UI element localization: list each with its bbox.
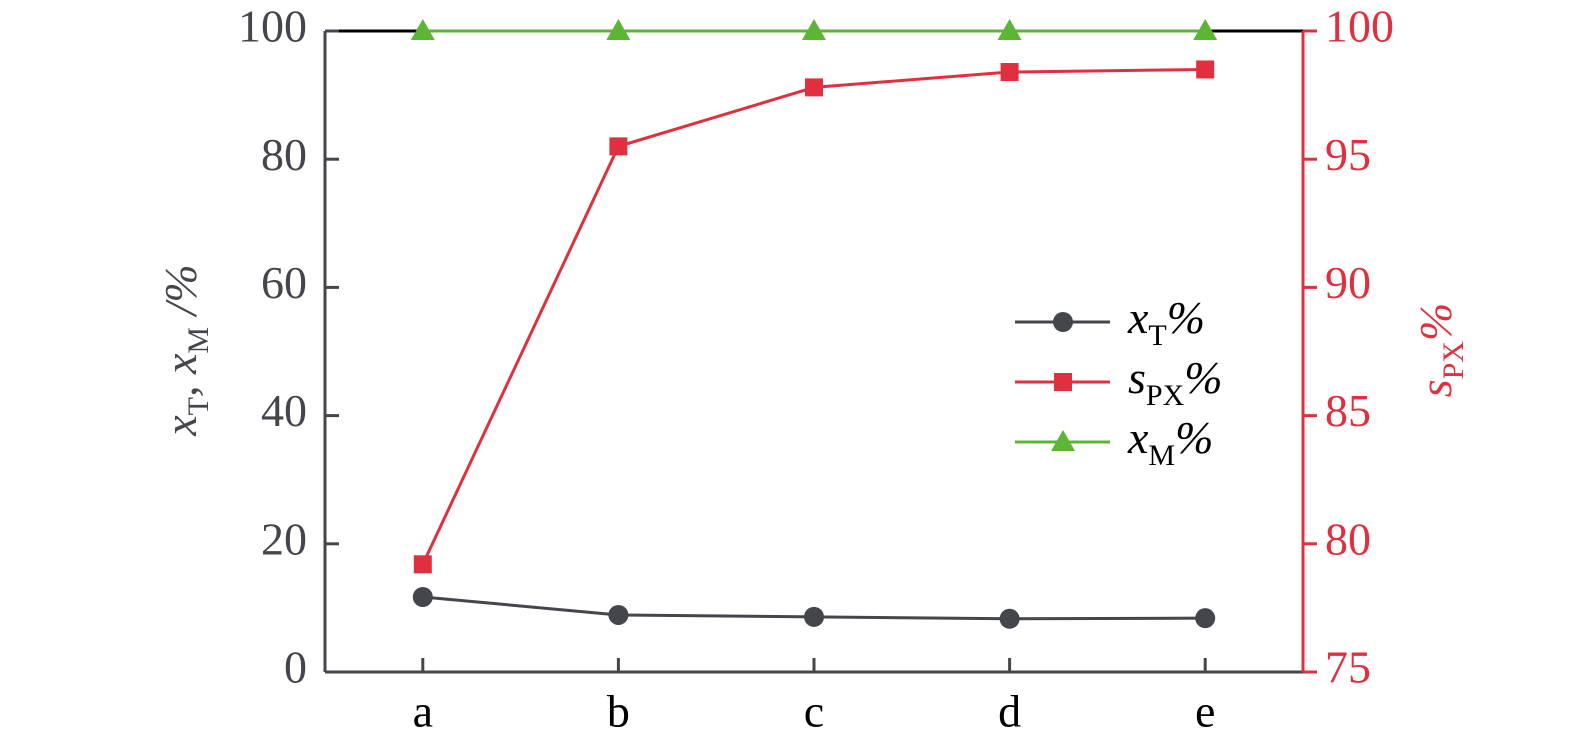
y2-tick-label: 85 [1325, 385, 1371, 436]
data-point [609, 137, 628, 156]
y-axis-label: xT, xM /% [155, 264, 216, 436]
data-point [1193, 19, 1218, 40]
series-line [421, 67, 1206, 565]
x-tick-label: d [998, 686, 1021, 737]
x-tick-label: a [413, 686, 433, 737]
y-tick-label: 0 [284, 642, 307, 693]
y-tick-label: 100 [238, 1, 307, 52]
legend-marker [1054, 373, 1072, 391]
data-point [410, 19, 435, 40]
y-tick-label: 40 [261, 385, 307, 436]
x-tick-label: c [804, 686, 824, 737]
y2-tick-label: 80 [1325, 513, 1371, 564]
y2-axis-label: sPX% [1410, 303, 1471, 398]
data-point [1195, 608, 1216, 629]
data-point [804, 606, 824, 627]
legend-label: xT% [1127, 292, 1205, 353]
legend-marker [1051, 430, 1075, 451]
y-tick-label: 20 [261, 513, 307, 564]
data-point [999, 608, 1020, 629]
legend-marker [1053, 312, 1073, 332]
data-point [802, 19, 826, 40]
data-point [1000, 63, 1019, 82]
data-point [606, 19, 631, 40]
data-point [413, 555, 432, 574]
y2-tick-label: 100 [1325, 1, 1394, 52]
y-tick-label: 80 [261, 129, 307, 180]
y2-tick-label: 75 [1325, 642, 1371, 693]
y2-tick-label: 90 [1325, 257, 1371, 308]
data-point [608, 604, 629, 625]
y2-tick-label: 95 [1325, 129, 1371, 180]
y-tick-label: 60 [261, 257, 307, 308]
x-tick-label: e [1195, 686, 1215, 737]
data-point [805, 78, 823, 97]
legend-label: xM% [1127, 412, 1213, 473]
data-point [997, 19, 1022, 40]
data-point [412, 587, 433, 608]
data-point [1196, 60, 1215, 79]
x-tick-label: b [607, 686, 630, 737]
legend-label: sPX% [1128, 352, 1223, 413]
